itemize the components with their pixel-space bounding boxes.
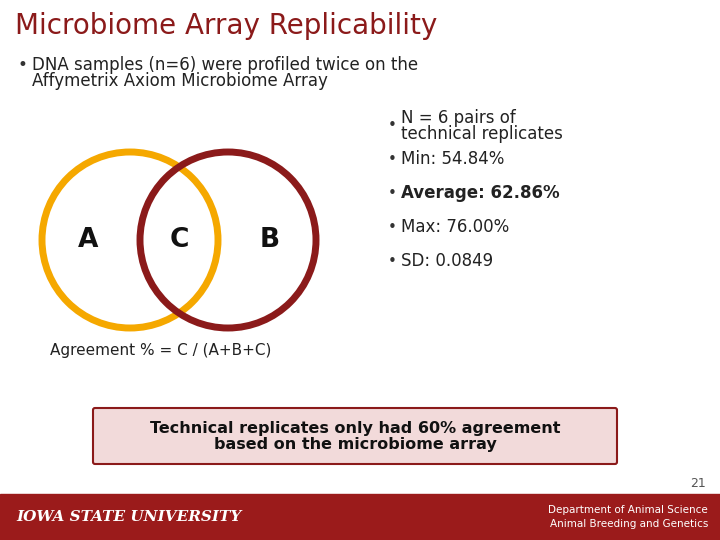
Text: SD: 0.0849: SD: 0.0849 (401, 252, 493, 270)
Text: C: C (169, 227, 189, 253)
Text: •: • (388, 186, 397, 200)
Text: Microbiome Array Replicability: Microbiome Array Replicability (15, 12, 437, 40)
Text: technical replicates: technical replicates (401, 125, 563, 143)
Text: Max: 76.00%: Max: 76.00% (401, 218, 509, 236)
Text: N = 6 pairs of: N = 6 pairs of (401, 109, 516, 127)
Text: Department of Animal Science: Department of Animal Science (548, 505, 708, 515)
Text: Technical replicates only had 60% agreement: Technical replicates only had 60% agreem… (150, 421, 560, 435)
Text: 21: 21 (690, 477, 706, 490)
Text: A: A (78, 227, 98, 253)
Text: DNA samples (n=6) were profiled twice on the: DNA samples (n=6) were profiled twice on… (32, 56, 418, 74)
Text: Agreement % = C / (A+B+C): Agreement % = C / (A+B+C) (50, 343, 271, 358)
Text: •: • (388, 152, 397, 166)
Text: •: • (388, 253, 397, 268)
Text: IOWA STATE UNIVERSITY: IOWA STATE UNIVERSITY (16, 510, 241, 524)
Text: •: • (18, 56, 28, 74)
Text: Average: 62.86%: Average: 62.86% (401, 184, 559, 202)
FancyBboxPatch shape (93, 408, 617, 464)
Text: Animal Breeding and Genetics: Animal Breeding and Genetics (549, 519, 708, 529)
Text: Affymetrix Axiom Microbiome Array: Affymetrix Axiom Microbiome Array (32, 72, 328, 90)
Text: Min: 54.84%: Min: 54.84% (401, 150, 505, 168)
Text: based on the microbiome array: based on the microbiome array (214, 437, 496, 453)
Text: •: • (388, 219, 397, 234)
Bar (0, 494, 720, 540)
Text: •: • (388, 118, 397, 132)
Text: B: B (260, 227, 280, 253)
